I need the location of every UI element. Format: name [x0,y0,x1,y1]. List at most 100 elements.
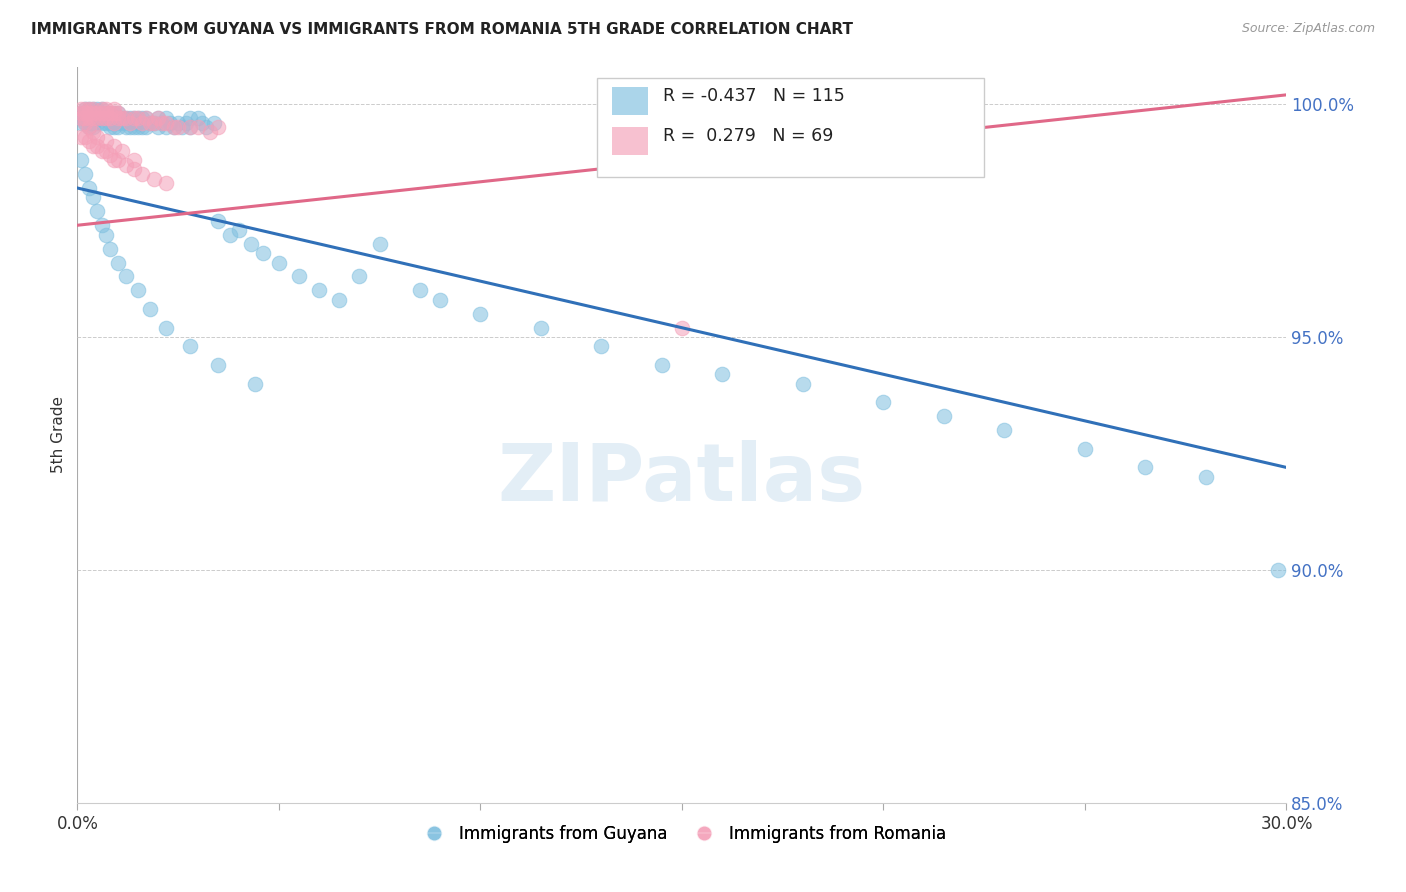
Point [79,135,101,149]
Point [932,409,955,424]
Point [82,111,104,125]
Point [349,269,371,284]
Point [252,246,274,260]
Point [82,111,104,125]
Point [94,106,117,120]
Point [111,111,134,125]
Point [70,106,93,120]
Point [163,120,186,135]
Point [127,116,149,130]
Point [187,111,209,125]
Point [94,227,117,242]
Point [1135,460,1157,475]
Point [98,120,121,135]
Point [98,242,121,256]
Point [79,106,101,120]
Point [139,116,162,130]
Point [94,111,117,125]
Point [70,116,93,130]
Text: Source: ZipAtlas.com: Source: ZipAtlas.com [1241,22,1375,36]
Point [107,111,129,125]
Point [150,116,173,130]
Point [368,236,391,251]
Point [90,106,112,120]
Point [530,320,553,334]
Point [82,139,104,153]
Point [122,120,145,135]
Point [118,111,141,125]
Point [82,190,104,204]
Point [122,111,145,125]
Point [155,320,177,334]
Point [174,116,197,130]
Point [163,120,186,135]
Point [70,102,93,116]
Point [94,111,117,125]
Point [90,106,112,120]
Point [179,120,201,135]
Bar [612,128,648,155]
Point [103,102,125,116]
Point [107,106,129,120]
Point [167,116,190,130]
Point [409,284,432,298]
Point [792,376,814,391]
Point [86,204,108,219]
Point [142,116,165,130]
Point [79,111,101,125]
Point [82,125,104,139]
Point [470,307,492,321]
Point [195,120,218,135]
Point [114,111,136,125]
Point [207,120,229,135]
Point [179,339,201,353]
Legend: Immigrants from Guyana, Immigrants from Romania: Immigrants from Guyana, Immigrants from … [411,818,953,850]
Point [228,223,250,237]
Point [98,106,121,120]
Point [139,116,162,130]
Point [94,116,117,130]
Text: IMMIGRANTS FROM GUYANA VS IMMIGRANTS FROM ROMANIA 5TH GRADE CORRELATION CHART: IMMIGRANTS FROM GUYANA VS IMMIGRANTS FRO… [31,22,853,37]
Point [86,111,108,125]
Point [103,106,125,120]
Point [142,171,165,186]
Point [127,111,149,125]
Point [1074,442,1097,456]
Point [75,102,97,116]
Point [135,111,157,125]
Point [94,144,117,158]
Point [70,153,93,167]
Point [107,106,129,120]
Point [75,116,97,130]
Point [131,120,153,135]
Point [872,395,894,409]
Point [79,102,101,116]
Point [94,135,117,149]
Point [591,339,613,353]
Point [75,111,97,125]
Point [79,102,101,116]
Point [179,111,201,125]
Point [86,129,108,144]
Point [111,144,134,158]
Point [90,102,112,116]
Point [114,111,136,125]
Point [82,102,104,116]
Point [103,116,125,130]
Point [79,106,101,120]
Point [98,106,121,120]
Text: ZIPatlas: ZIPatlas [498,440,866,518]
Point [207,358,229,372]
Point [200,125,222,139]
Point [82,116,104,130]
Point [107,120,129,135]
Point [75,111,97,125]
Point [114,116,136,130]
Point [429,293,451,307]
Point [131,167,153,181]
Point [328,293,350,307]
Point [219,227,242,242]
Point [82,106,104,120]
Point [127,284,149,298]
Point [75,102,97,116]
